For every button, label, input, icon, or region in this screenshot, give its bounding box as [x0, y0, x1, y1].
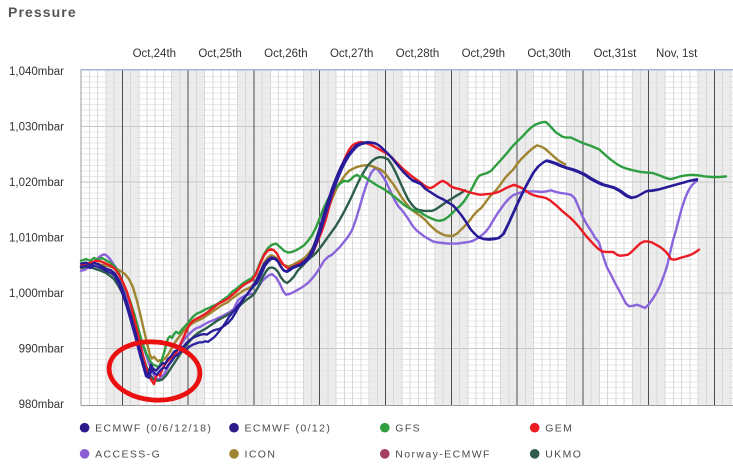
svg-text:GFS: GFS	[395, 423, 421, 435]
svg-text:Oct,30th: Oct,30th	[527, 48, 570, 60]
svg-text:Oct,28th: Oct,28th	[396, 48, 439, 60]
svg-text:1,020mbar: 1,020mbar	[9, 177, 64, 189]
svg-text:Oct,29th: Oct,29th	[462, 48, 505, 60]
svg-text:Oct,31st: Oct,31st	[593, 48, 637, 60]
svg-text:Oct,26th: Oct,26th	[264, 48, 307, 60]
svg-text:ICON: ICON	[245, 449, 277, 461]
svg-text:Oct,24th: Oct,24th	[133, 48, 176, 60]
svg-text:980mbar: 980mbar	[19, 399, 65, 411]
svg-text:Pressure: Pressure	[8, 4, 77, 20]
svg-text:1,030mbar: 1,030mbar	[9, 122, 64, 134]
svg-text:ECMWF (0/6/12/18): ECMWF (0/6/12/18)	[95, 423, 212, 435]
svg-text:1,040mbar: 1,040mbar	[9, 66, 64, 78]
svg-text:Norway-ECMWF: Norway-ECMWF	[395, 449, 491, 461]
svg-text:990mbar: 990mbar	[19, 344, 65, 356]
svg-text:GEM: GEM	[545, 423, 573, 435]
svg-text:Oct,27th: Oct,27th	[330, 48, 373, 60]
svg-text:ACCESS-G: ACCESS-G	[95, 449, 161, 461]
svg-text:Oct,25th: Oct,25th	[198, 48, 241, 60]
svg-text:1,000mbar: 1,000mbar	[9, 288, 64, 300]
svg-text:Nov, 1st: Nov, 1st	[656, 48, 698, 60]
svg-text:ECMWF (0/12): ECMWF (0/12)	[245, 423, 332, 435]
svg-text:UKMO: UKMO	[545, 449, 582, 461]
svg-text:1,010mbar: 1,010mbar	[9, 233, 64, 245]
